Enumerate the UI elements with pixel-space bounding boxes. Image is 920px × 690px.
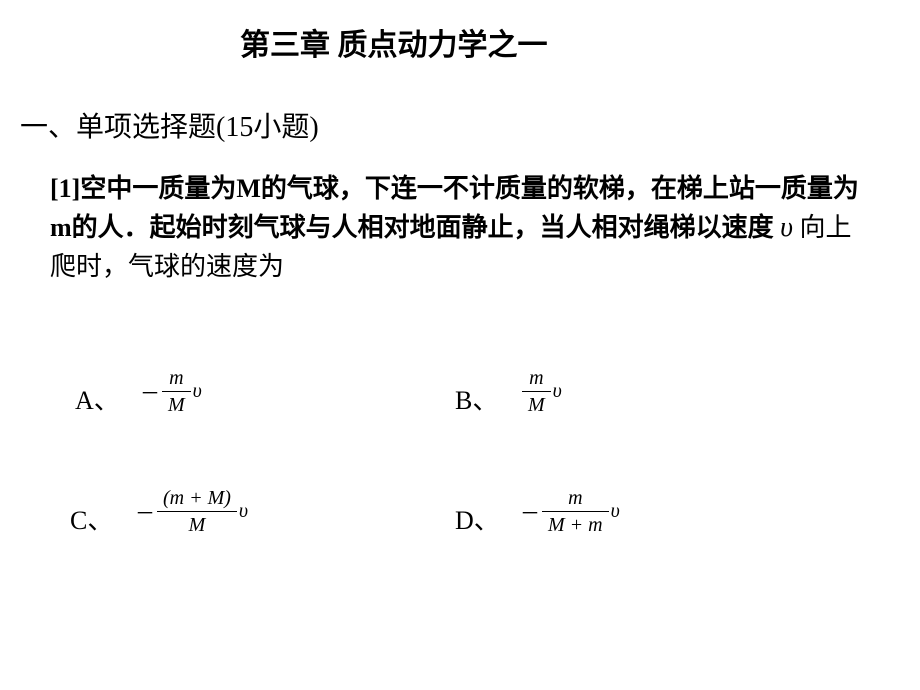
page: 第三章 质点动力学之一 一、单项选择题(15小题) [1]空中一质量为M的气球，… (0, 0, 920, 690)
section-heading: 一、单项选择题(15小题) (20, 105, 319, 145)
question-text: [1]空中一质量为M的气球，下连一不计质量的软梯，在梯上站一质量为m的人．起始时… (50, 170, 870, 286)
choice-b-fraction: m M (522, 365, 551, 418)
choice-c-fraction: (m + M) M (157, 485, 237, 538)
choice-b-label: B、 (455, 380, 498, 417)
choice-c-numerator: (m + M) (157, 485, 237, 511)
choice-d-label: D、 (455, 500, 500, 537)
choice-d-expr: － m M + m υ (520, 485, 620, 538)
choice-c-tail: υ (239, 500, 248, 523)
choice-b-denominator: M (522, 392, 551, 418)
choice-a-expr: － m M υ (140, 365, 202, 418)
choice-d-sign: － (520, 497, 540, 526)
choice-d-tail: υ (611, 500, 620, 523)
question-variable: υ (780, 212, 793, 243)
choice-c-sign: － (135, 497, 155, 526)
choice-b-numerator: m (523, 365, 549, 391)
choice-d-numerator: m (562, 485, 588, 511)
choice-a-numerator: m (163, 365, 189, 391)
choice-c-expr: － (m + M) M υ (135, 485, 248, 538)
choice-d-fraction: m M + m (542, 485, 609, 538)
choice-a-sign: － (140, 377, 160, 406)
choice-b-expr: m M υ (520, 365, 562, 418)
choice-a-label: A、 (75, 380, 120, 417)
choice-b-tail: υ (553, 380, 562, 403)
choice-a-tail: υ (193, 380, 202, 403)
choice-d-denominator: M + m (542, 512, 609, 538)
choice-c-denominator: M (183, 512, 212, 538)
choice-c-label: C、 (70, 500, 113, 537)
choice-a-denominator: M (162, 392, 191, 418)
question-segment-1: [1]空中一质量为M的气球，下连一不计质量的软梯，在梯上站一质量为m的人．起始时… (50, 174, 859, 242)
chapter-title: 第三章 质点动力学之一 (240, 20, 548, 64)
choice-a-fraction: m M (162, 365, 191, 418)
